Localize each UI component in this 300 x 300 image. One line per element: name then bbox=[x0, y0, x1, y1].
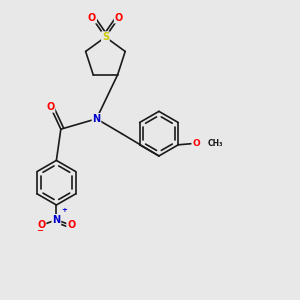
Text: O: O bbox=[115, 13, 123, 23]
Text: O: O bbox=[88, 13, 96, 23]
Text: N: N bbox=[52, 215, 60, 225]
Text: −: − bbox=[36, 226, 43, 235]
Text: O: O bbox=[46, 102, 55, 112]
Text: O: O bbox=[38, 220, 46, 230]
Text: S: S bbox=[102, 32, 109, 42]
Text: O: O bbox=[192, 139, 200, 148]
Text: O: O bbox=[67, 220, 75, 230]
Text: +: + bbox=[61, 207, 67, 213]
Text: N: N bbox=[92, 114, 101, 124]
Text: CH₃: CH₃ bbox=[207, 139, 223, 148]
